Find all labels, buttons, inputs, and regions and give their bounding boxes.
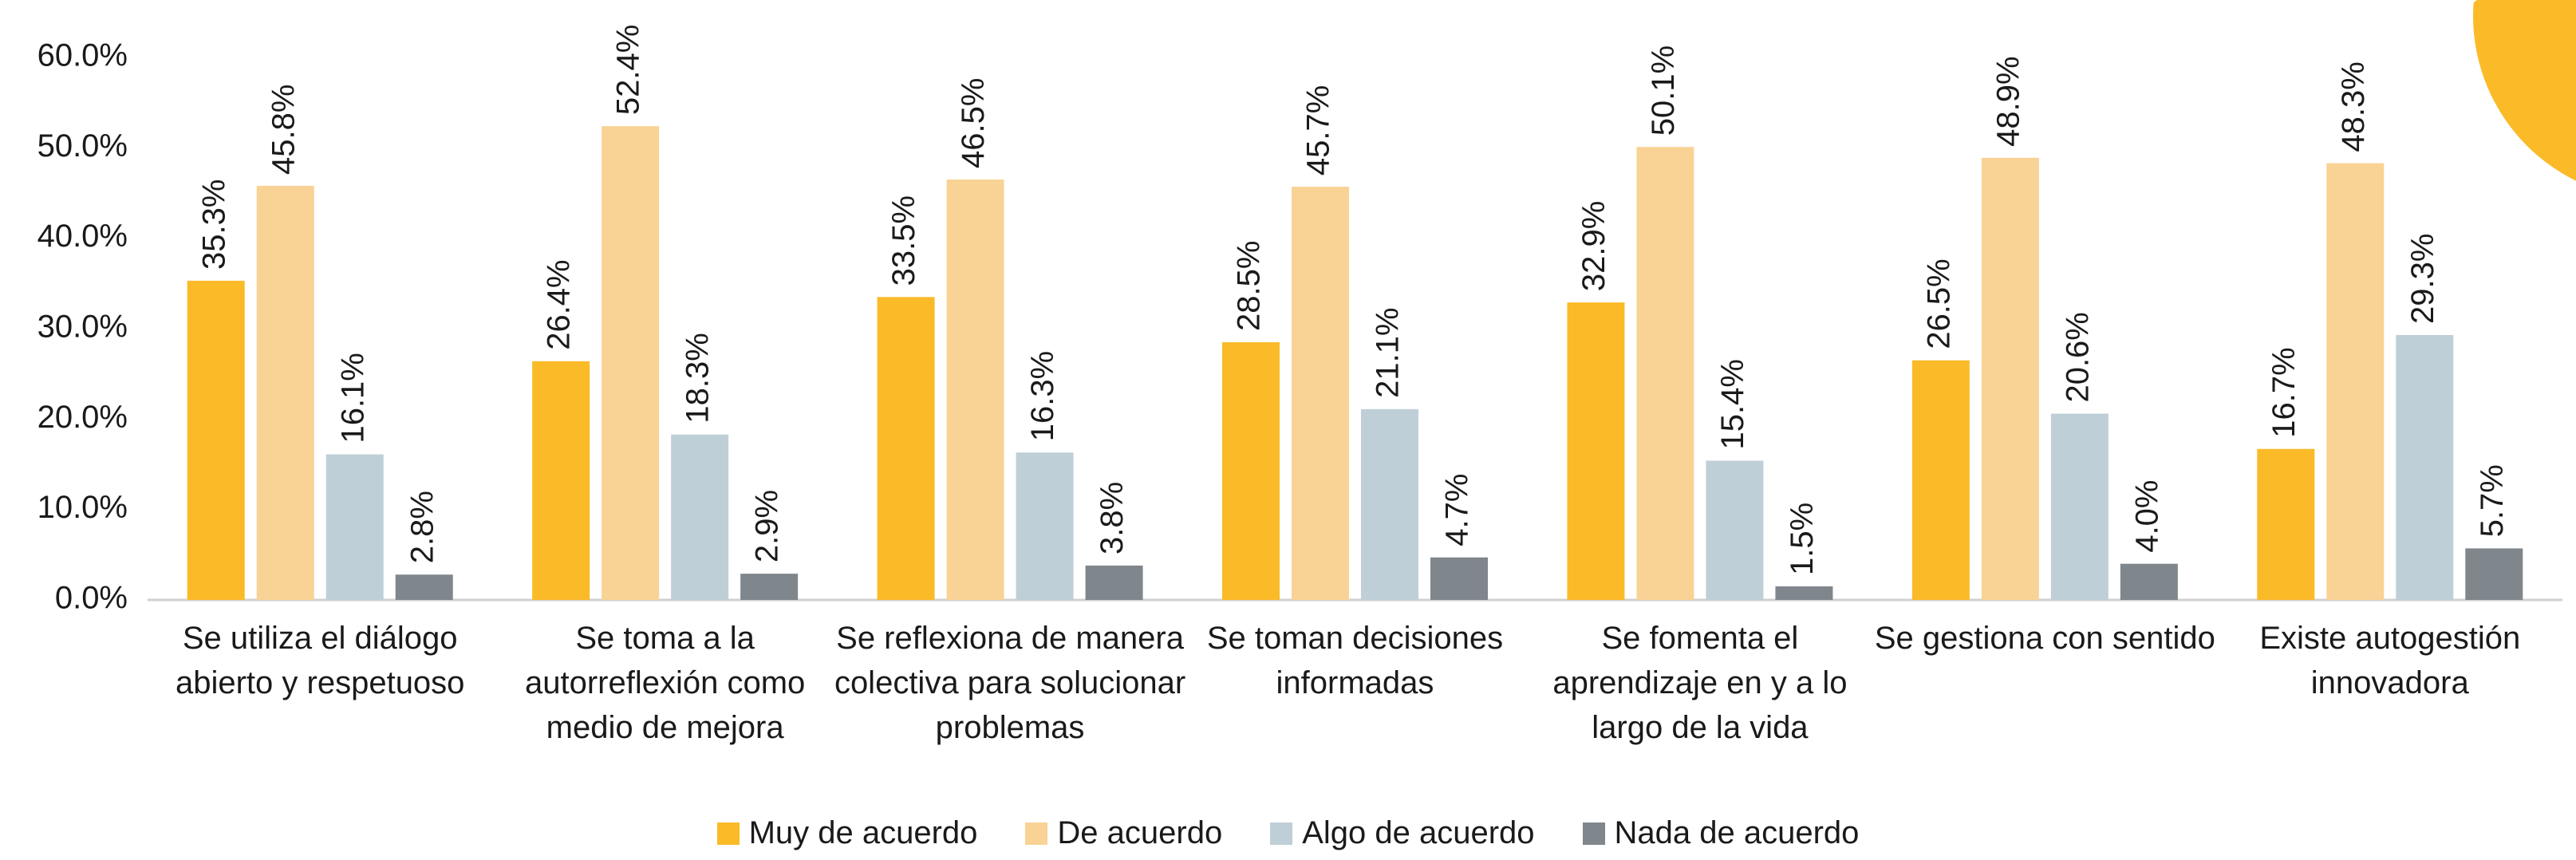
bar	[1222, 342, 1280, 600]
data-label: 4.0%	[2129, 479, 2164, 552]
bar	[2465, 548, 2523, 600]
x-tick-label: Se toman decisiones informadas	[1206, 621, 1504, 700]
bar	[2050, 413, 2109, 600]
bar	[1567, 302, 1625, 600]
bar	[1292, 187, 1349, 601]
legend-item: Muy de acuerdo	[716, 815, 978, 851]
bar	[671, 434, 729, 600]
bar	[1016, 452, 1074, 600]
data-label: 21.1%	[1371, 307, 1406, 397]
data-label: 16.7%	[2266, 347, 2302, 437]
bar	[2120, 563, 2178, 600]
data-label: 46.5%	[956, 78, 991, 168]
y-tick-label: 40.0%	[37, 219, 128, 254]
legend-label: Muy de acuerdo	[748, 815, 978, 850]
x-tick-label: Se reflexiona de manera colectiva para s…	[834, 621, 1186, 745]
legend-swatch	[716, 822, 740, 845]
data-label: 5.7%	[2475, 464, 2510, 537]
bar	[1636, 147, 1694, 600]
bar	[1361, 408, 1418, 600]
data-label: 2.9%	[750, 490, 785, 562]
legend: Muy de acuerdo De acuerdo Algo de acuerdo N…	[0, 815, 2576, 851]
y-tick-label: 60.0%	[37, 38, 128, 73]
legend-label: De acuerdo	[1057, 815, 1223, 850]
data-label: 26.4%	[542, 259, 577, 349]
y-tick-label: 0.0%	[55, 581, 128, 616]
bar	[325, 454, 384, 600]
data-label: 50.1%	[1646, 45, 1681, 136]
legend-label: Nada de acuerdo	[1614, 815, 1860, 850]
data-label: 1.5%	[1785, 503, 1820, 575]
data-label: 48.9%	[1990, 56, 2026, 146]
y-tick-label: 50.0%	[37, 128, 128, 164]
y-tick-label: 20.0%	[37, 400, 128, 435]
x-tick-label: Se utiliza el diálogo abierto y respetuo…	[175, 621, 465, 700]
bar	[187, 280, 245, 600]
data-label: 35.3%	[196, 179, 231, 270]
x-tick-label: Existe autogestión innovadora	[2259, 621, 2521, 700]
bar	[532, 361, 590, 600]
data-label: 15.4%	[1715, 359, 1750, 449]
data-label: 3.8%	[1095, 482, 1130, 554]
legend-item: Nada de acuerdo	[1582, 815, 1860, 851]
data-label: 18.3%	[680, 333, 716, 423]
data-label: 26.5%	[1921, 258, 1956, 349]
bar	[2396, 334, 2454, 600]
bar	[1430, 557, 1488, 600]
legend-swatch	[1270, 822, 1293, 845]
decoration	[2473, 0, 2576, 181]
bar	[1706, 460, 1764, 600]
data-label: 2.8%	[404, 491, 440, 563]
bar	[256, 185, 314, 600]
bar	[877, 297, 935, 600]
x-tick-label: Se fomenta el aprendizaje en y a lo larg…	[1552, 621, 1848, 745]
bar	[740, 574, 799, 600]
data-label: 16.1%	[335, 353, 370, 443]
data-label: 52.4%	[611, 25, 646, 115]
data-label: 32.9%	[1576, 201, 1611, 291]
bar	[2326, 163, 2385, 601]
bar	[602, 126, 660, 601]
legend-item: Algo de acuerdo	[1270, 815, 1535, 851]
data-label: 16.3%	[1025, 351, 1060, 441]
data-label: 4.7%	[1440, 474, 1475, 546]
decoration-arc	[2436, 0, 2477, 35]
data-label: 33.5%	[886, 195, 921, 286]
bar	[395, 574, 453, 600]
y-tick-label: 30.0%	[37, 310, 128, 345]
legend-label: Algo de acuerdo	[1302, 815, 1535, 850]
data-label: 20.6%	[2060, 312, 2095, 402]
y-tick-label: 10.0%	[37, 490, 128, 525]
bar	[1981, 157, 2039, 601]
data-label: 45.8%	[266, 85, 301, 175]
bar	[1775, 586, 1833, 600]
data-label: 45.7%	[1301, 85, 1336, 176]
legend-swatch	[1582, 822, 1605, 845]
x-tick-label: Se gestiona con sentido	[1874, 621, 2215, 656]
legend-item: De acuerdo	[1025, 815, 1222, 851]
bar	[946, 179, 1004, 600]
data-label: 28.5%	[1232, 241, 1267, 331]
bar	[1085, 565, 1143, 600]
bar	[1911, 360, 1970, 600]
data-label: 48.3%	[2336, 61, 2371, 152]
bar	[2257, 448, 2315, 600]
data-label: 29.3%	[2405, 234, 2440, 324]
x-tick-label: Se toma a la autorreflexión como medio d…	[524, 621, 806, 745]
legend-swatch	[1025, 822, 1048, 845]
